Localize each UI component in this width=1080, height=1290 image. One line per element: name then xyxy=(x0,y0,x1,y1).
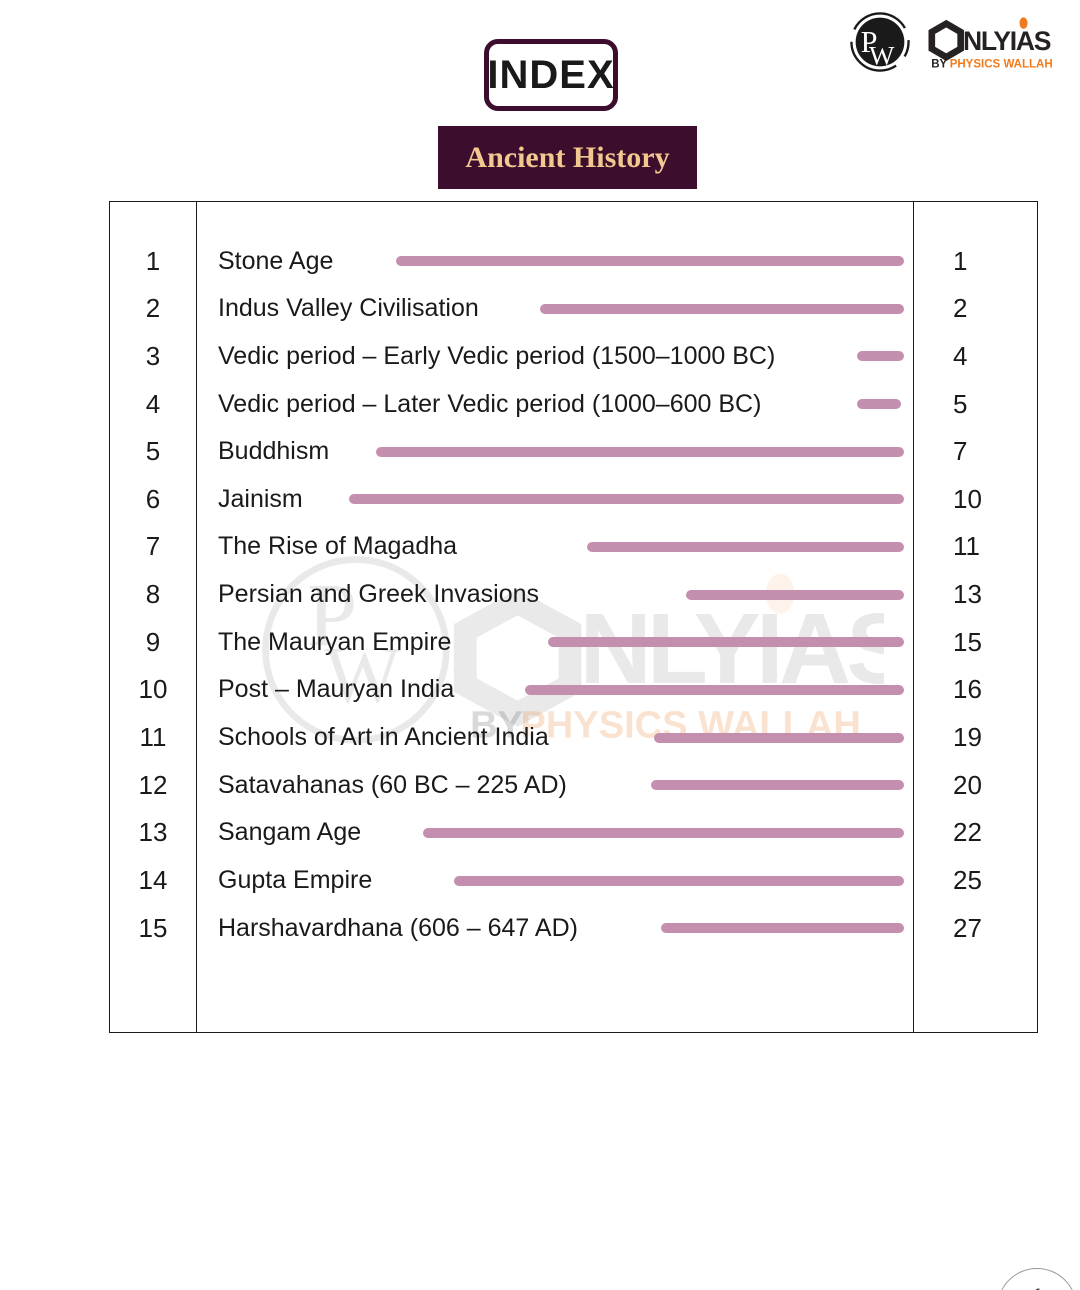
svg-text:PHYSICS WALLAH: PHYSICS WALLAH xyxy=(950,59,1053,71)
svg-text:1: 1 xyxy=(1032,1284,1044,1290)
svg-text:W: W xyxy=(869,41,895,71)
svg-text:NLYIAS: NLYIAS xyxy=(963,26,1051,56)
svg-text:BY: BY xyxy=(931,59,947,71)
